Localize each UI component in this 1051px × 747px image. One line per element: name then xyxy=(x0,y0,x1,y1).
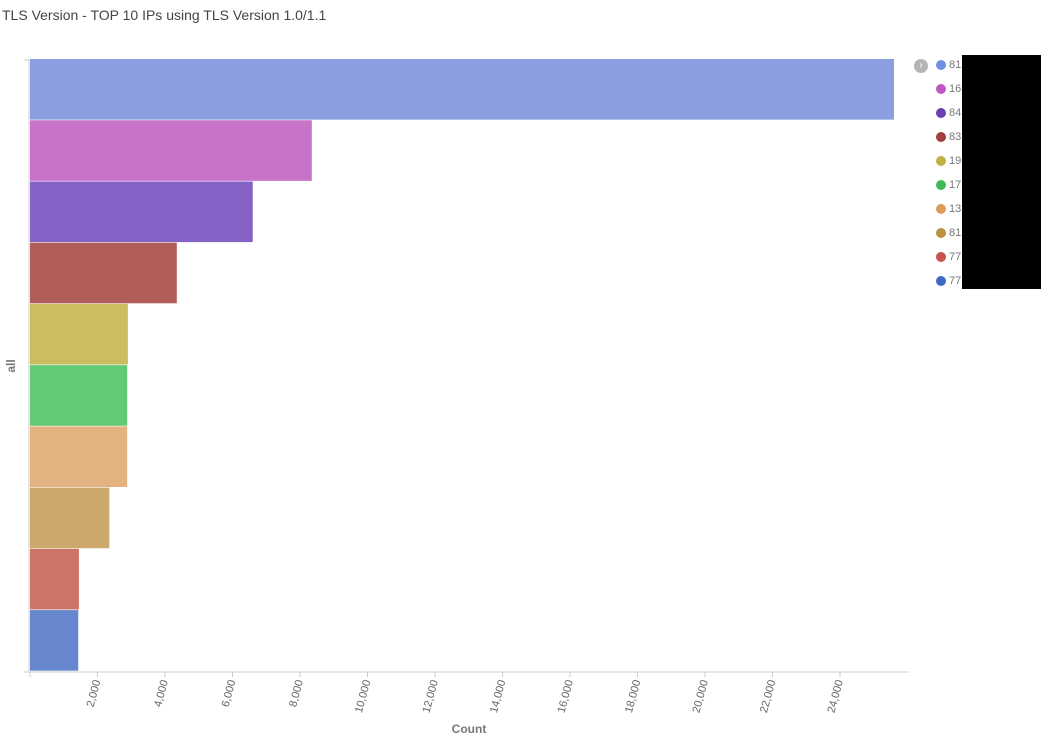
legend-item[interactable]: 77 xyxy=(936,251,961,267)
chevron-right-icon[interactable]: › xyxy=(914,59,928,73)
x-tick-label: 24,000 xyxy=(826,679,846,715)
legend-label: 83 xyxy=(949,131,962,144)
legend-dot-icon xyxy=(936,204,946,215)
legend-item[interactable]: 81 xyxy=(936,59,961,75)
bar-10[interactable] xyxy=(30,610,79,671)
legend-dot-icon xyxy=(936,132,946,143)
bar-2[interactable] xyxy=(30,120,312,181)
x-tick-label: 2,000 xyxy=(85,679,104,709)
x-tick-label: 8,000 xyxy=(287,679,306,709)
x-ticks-group: 2,000 4,000 6,000 8,000 10,000 12,000 14,000 16… xyxy=(29,672,846,715)
legend-label: 77 xyxy=(949,275,962,288)
legend-dot-icon xyxy=(936,108,946,119)
legend-dot-icon xyxy=(936,180,946,191)
x-tick-label: 20,000 xyxy=(691,679,711,715)
x-tick-label: 6,000 xyxy=(220,679,239,709)
redaction-box xyxy=(962,55,1041,289)
x-tick-label: 16,000 xyxy=(556,679,576,715)
bars-group xyxy=(30,59,894,671)
legend-item[interactable]: 84 xyxy=(936,107,961,123)
bar-4[interactable] xyxy=(30,242,177,304)
legend-item[interactable]: 77 xyxy=(936,275,961,291)
legend-label: 19 xyxy=(949,155,962,168)
x-tick-label: 4,000 xyxy=(152,679,171,709)
x-axis-title: Count xyxy=(452,722,487,736)
legend-dot-icon xyxy=(936,228,946,239)
legend-dot-icon xyxy=(936,276,946,287)
bar-8[interactable] xyxy=(30,487,110,549)
x-tick-label: 10,000 xyxy=(353,679,373,715)
x-tick-label: 14,000 xyxy=(488,679,508,715)
x-tick-label: 22,000 xyxy=(758,679,778,715)
legend-label: 81 xyxy=(949,59,962,72)
legend-label: 17 xyxy=(949,179,962,192)
chart-title: TLS Version - TOP 10 IPs using TLS Versi… xyxy=(2,7,327,23)
legend-dot-icon xyxy=(936,252,946,263)
bar-7[interactable] xyxy=(30,426,128,488)
bar-6[interactable] xyxy=(30,365,128,426)
legend-item[interactable]: 81 xyxy=(936,227,961,243)
x-tick-label: 18,000 xyxy=(623,679,643,715)
legend-label: 77 xyxy=(949,251,962,264)
bar-9[interactable] xyxy=(30,548,79,610)
legend-item[interactable]: 17 xyxy=(936,179,961,195)
bar-3[interactable] xyxy=(30,181,253,243)
y-axis-title: all xyxy=(4,359,18,372)
legend-item[interactable]: 13 xyxy=(936,203,961,219)
legend-item[interactable]: 83 xyxy=(936,131,961,147)
legend-dot-icon xyxy=(936,156,946,167)
bar-5[interactable] xyxy=(30,303,128,365)
legend-item[interactable]: 19 xyxy=(936,155,961,171)
legend-label: 16 xyxy=(949,83,962,96)
legend-dot-icon xyxy=(936,84,946,95)
x-tick-label: 12,000 xyxy=(421,679,441,715)
legend-label: 84 xyxy=(949,107,962,120)
bar-1[interactable] xyxy=(30,59,894,120)
legend-item[interactable]: 16 xyxy=(936,83,961,99)
legend-label: 81 xyxy=(949,227,962,240)
legend-dot-icon xyxy=(936,60,946,71)
legend-label: 13 xyxy=(949,203,962,216)
